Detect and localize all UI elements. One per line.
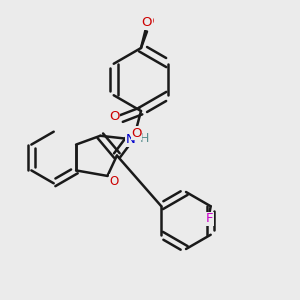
Text: O: O <box>109 110 119 124</box>
Text: F: F <box>206 212 213 225</box>
Text: H: H <box>140 131 150 145</box>
Text: O: O <box>143 15 154 28</box>
Text: N: N <box>126 133 135 146</box>
Text: O: O <box>142 16 152 29</box>
Text: O: O <box>131 127 142 140</box>
Text: O: O <box>110 175 118 188</box>
